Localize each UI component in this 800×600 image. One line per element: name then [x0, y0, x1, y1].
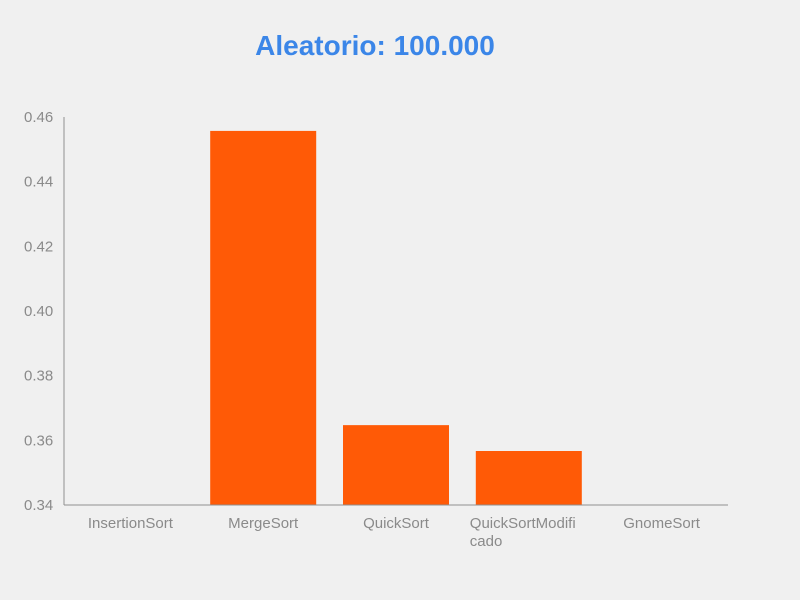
bar-quicksortmodificado [475, 451, 582, 505]
y-tick-label: 0.36 [24, 432, 53, 449]
bar-mergesort [210, 130, 317, 506]
y-axis-ticks: 0.46 0.44 0.42 0.40 0.38 0.36 0.34 [24, 109, 53, 514]
x-tick-label: InsertionSort [88, 515, 174, 532]
x-axis-labels: InsertionSort MergeSort QuickSort QuickSort… [88, 515, 701, 550]
y-tick-label: 0.34 [24, 497, 53, 514]
y-tick-label: 0.40 [24, 303, 53, 320]
x-tick-label-line: cado [470, 533, 503, 550]
x-tick-label: GnomeSort [623, 515, 701, 532]
y-tick-label: 0.44 [24, 174, 53, 191]
bars [210, 130, 582, 506]
bar-quicksort [343, 425, 449, 505]
chart-title: Aleatorio: 100.000 [255, 30, 495, 61]
x-tick-label-line: QuickSortModifi [470, 515, 576, 532]
x-tick-label: QuickSortModifi cado [470, 515, 576, 550]
x-tick-label: MergeSort [228, 515, 299, 532]
y-tick-label: 0.38 [24, 368, 53, 385]
y-tick-label: 0.46 [24, 109, 53, 126]
x-tick-label: QuickSort [363, 515, 430, 532]
y-tick-label: 0.42 [24, 238, 53, 255]
